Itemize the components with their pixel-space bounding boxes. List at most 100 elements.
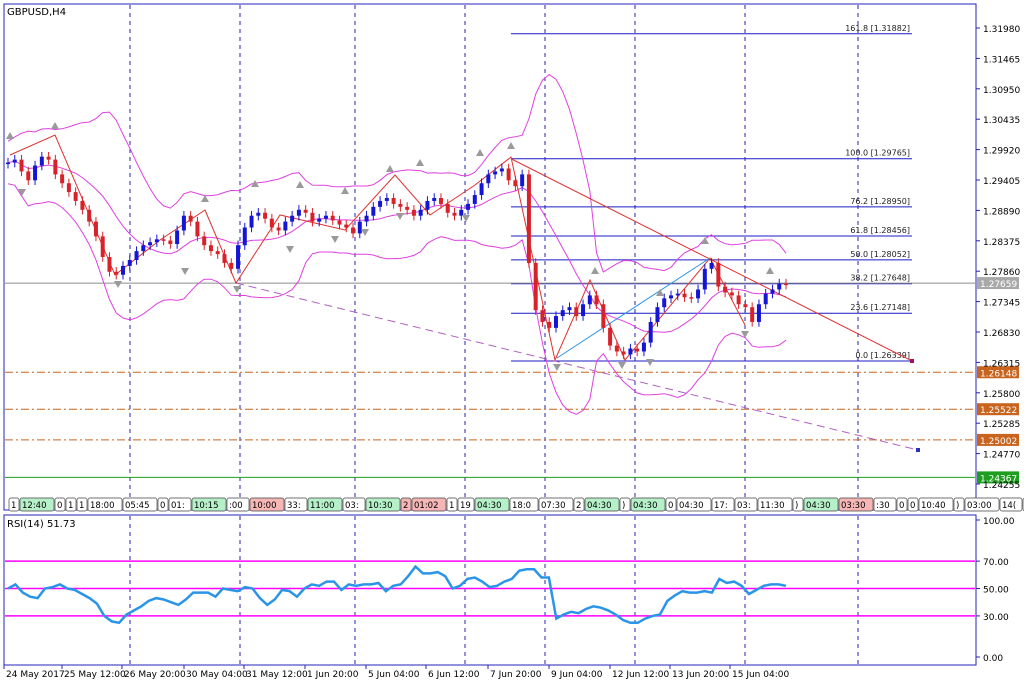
candle-body — [323, 215, 328, 219]
price-level-tag — [977, 403, 1019, 416]
session-box — [573, 497, 585, 512]
price-tick-label: 1.31465 — [983, 55, 1020, 65]
horizontal-levels[interactable]: 1.26148 1.25522 1.25002 1.24367 1.27659 — [5, 277, 1019, 484]
time-tick-label: 24 May 2017 — [6, 670, 65, 680]
session-box — [457, 497, 475, 512]
session-box — [918, 497, 954, 512]
candle-body — [290, 215, 295, 222]
fib-level-label: 161.8 [1.31882] — [845, 24, 910, 33]
session-box — [757, 497, 793, 512]
session-box — [873, 497, 897, 512]
rsi-tick-label: 50.00 — [983, 586, 1009, 596]
candle-body — [222, 254, 227, 263]
session-box — [630, 497, 666, 512]
session-box-label: 18:00 — [90, 501, 115, 511]
candle-body — [756, 304, 761, 322]
rsi-line — [7, 564, 787, 625]
session-box-label: :00 — [229, 501, 243, 511]
session-box-label: 17: — [714, 501, 728, 511]
session-box-label: :30 — [876, 501, 890, 511]
session-box — [8, 497, 20, 512]
price-tick-label: 1.24255 — [983, 481, 1020, 491]
price-tick-label: 1.25800 — [983, 390, 1020, 400]
session-box-label: 04:30 — [806, 501, 831, 511]
main-chart-area[interactable] — [3, 3, 977, 511]
session-box-label: 33: — [287, 501, 301, 511]
candle-body — [675, 293, 680, 296]
session-box-label: 2 — [403, 501, 408, 511]
price-tick-label: 1.31980 — [983, 25, 1020, 35]
candle-body — [256, 212, 261, 216]
session-box — [907, 497, 919, 512]
candle-body — [452, 212, 457, 216]
candle-body — [533, 262, 538, 311]
candle-body — [635, 348, 640, 352]
session-box — [65, 497, 77, 512]
candle-body — [93, 221, 98, 237]
session-box-label: 05:45 — [125, 501, 150, 511]
candle-body — [168, 240, 173, 245]
session-box — [157, 497, 169, 512]
session-box — [474, 497, 510, 512]
candle-body — [80, 200, 85, 210]
candle-body — [351, 227, 356, 234]
candle-body — [107, 257, 112, 272]
session-box-label: 04:30 — [477, 501, 502, 511]
candle-body — [574, 307, 579, 317]
fractal-arrows — [6, 122, 774, 371]
candle-body — [154, 239, 159, 243]
candle-body — [689, 297, 694, 299]
candle-body — [127, 259, 132, 266]
rsi-subwindow[interactable] — [3, 514, 977, 666]
price-level-tag-label: 1.26148 — [980, 369, 1017, 379]
session-box — [411, 497, 447, 512]
candle-body — [729, 292, 734, 296]
candle-body — [317, 218, 322, 222]
candle-body — [175, 230, 180, 245]
session-box — [896, 497, 908, 512]
candle-body — [208, 245, 213, 252]
time-tick-label: 7 Jun 20:00 — [490, 670, 542, 680]
session-box — [446, 497, 458, 512]
session-box-label: 10:40 — [921, 501, 946, 511]
candle-body — [378, 200, 383, 207]
price-tick-label: 1.27345 — [983, 299, 1020, 309]
bollinger-middle — [7, 160, 787, 333]
candle-body — [716, 262, 721, 287]
time-tick-label: 1 Jun 20:00 — [307, 670, 359, 680]
candle-body — [662, 298, 667, 308]
candle-body — [445, 203, 450, 213]
session-box — [792, 497, 804, 512]
fractal-down-arrow — [553, 364, 561, 371]
time-tick-label: 5 Jun 04:00 — [368, 670, 420, 680]
time-tick-label: 13 Jun 20:00 — [672, 670, 729, 680]
session-box-label: ) — [795, 501, 798, 511]
session-box-label: 12:40 — [22, 501, 47, 511]
fib-level-label: 0.0 [1.26339] — [855, 351, 910, 360]
session-box — [284, 497, 308, 512]
candle-body — [384, 198, 389, 201]
session-box — [734, 497, 758, 512]
candle-body — [46, 156, 51, 160]
candle-body — [696, 289, 701, 299]
session-box — [76, 497, 88, 512]
fractal-up-arrow — [6, 132, 14, 139]
session-box-label: 01:02 — [414, 501, 439, 511]
price-tick-label: 1.24770 — [983, 451, 1020, 461]
candle-body — [296, 209, 301, 216]
price-tick-label: 1.29405 — [983, 177, 1020, 187]
candle-body — [411, 209, 416, 216]
fib-level-label: 61.8 [1.28456] — [850, 226, 910, 235]
session-box-label: 03: — [737, 501, 751, 511]
candle-body — [33, 165, 38, 181]
candle-body — [526, 174, 531, 263]
candle-body — [66, 183, 71, 193]
fractal-down-arrow — [618, 362, 626, 369]
candle-body — [506, 168, 511, 181]
session-box — [249, 497, 285, 512]
candle-body — [161, 239, 166, 241]
session-box — [584, 497, 620, 512]
candle-body — [6, 162, 10, 165]
fractal-up-arrow — [591, 267, 599, 274]
